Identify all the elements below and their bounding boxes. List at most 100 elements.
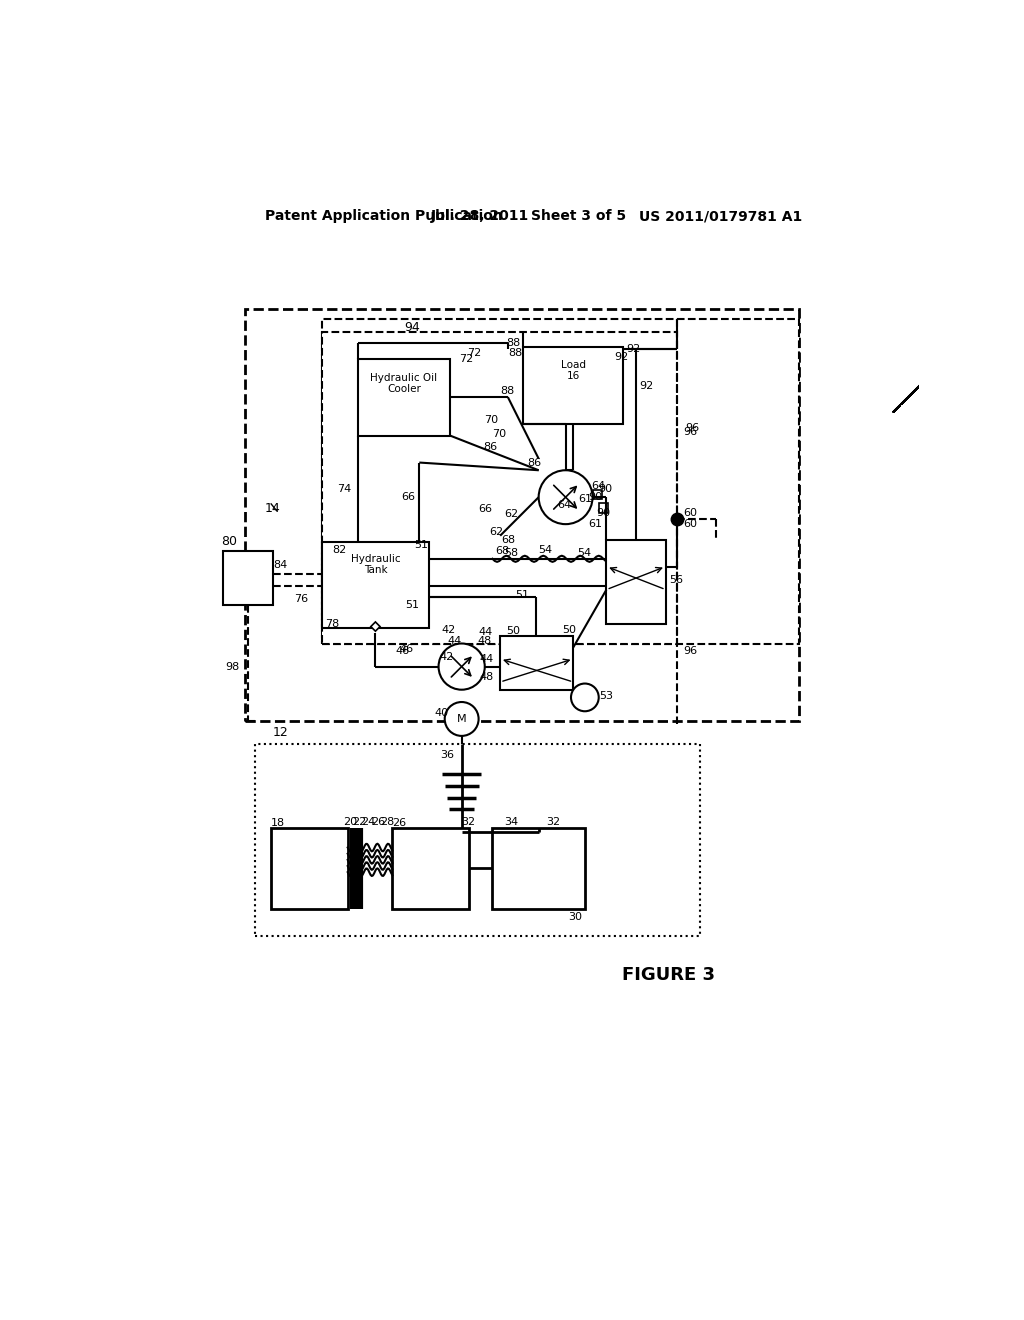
- Circle shape: [571, 684, 599, 711]
- Text: 60: 60: [683, 508, 697, 517]
- Bar: [357, 359, 451, 436]
- Text: 44: 44: [447, 636, 462, 647]
- Text: 72: 72: [467, 348, 481, 358]
- Text: 50: 50: [506, 626, 520, 636]
- Text: 26: 26: [392, 818, 407, 828]
- Text: 82: 82: [333, 545, 346, 554]
- Text: Sheet 3 of 5: Sheet 3 of 5: [531, 209, 626, 223]
- Text: Cooler: Cooler: [387, 384, 421, 395]
- Text: 61: 61: [579, 494, 593, 504]
- Text: 48: 48: [477, 636, 492, 647]
- Text: 12: 12: [273, 726, 289, 739]
- Text: 92: 92: [627, 345, 641, 354]
- Text: FIGURE 3: FIGURE 3: [622, 966, 715, 983]
- Text: 92: 92: [614, 352, 629, 362]
- Text: 62: 62: [505, 510, 519, 519]
- Text: 90: 90: [596, 508, 610, 517]
- Text: 74: 74: [337, 484, 351, 495]
- Text: 18: 18: [270, 818, 285, 828]
- Text: 88: 88: [508, 348, 522, 358]
- Text: 26: 26: [371, 817, 385, 828]
- Text: 51: 51: [415, 540, 429, 550]
- Text: 96: 96: [683, 647, 697, 656]
- Bar: [523, 347, 624, 424]
- Text: 86: 86: [483, 442, 498, 453]
- Text: 84: 84: [272, 560, 287, 570]
- Text: 48: 48: [479, 672, 494, 681]
- Text: 30: 30: [568, 912, 582, 921]
- Circle shape: [539, 470, 593, 524]
- Bar: [322, 331, 677, 644]
- Text: 66: 66: [401, 492, 416, 502]
- Text: 78: 78: [326, 619, 339, 630]
- Text: 98: 98: [225, 661, 240, 672]
- Bar: [270, 829, 348, 909]
- Text: 14: 14: [265, 502, 281, 515]
- Text: Hydraulic Oil: Hydraulic Oil: [371, 372, 437, 383]
- Text: 70: 70: [493, 429, 507, 440]
- Text: Jul. 28, 2011: Jul. 28, 2011: [431, 209, 529, 223]
- Text: Hydraulic: Hydraulic: [350, 554, 400, 564]
- Text: 42: 42: [439, 652, 454, 663]
- Text: Load: Load: [561, 360, 586, 370]
- Bar: [255, 743, 700, 936]
- Text: 42: 42: [441, 624, 456, 635]
- Text: 32: 32: [547, 817, 560, 828]
- Polygon shape: [371, 622, 380, 631]
- Text: 51: 51: [515, 590, 529, 601]
- Text: 53: 53: [599, 690, 612, 701]
- Text: 90: 90: [589, 492, 603, 502]
- Bar: [599, 503, 608, 512]
- Text: 34: 34: [504, 817, 518, 828]
- Text: 76: 76: [295, 594, 308, 603]
- Bar: [223, 552, 273, 605]
- Circle shape: [438, 644, 484, 690]
- Text: 70: 70: [484, 416, 499, 425]
- Text: 90: 90: [599, 484, 612, 495]
- Text: 20: 20: [343, 817, 357, 828]
- Text: 51: 51: [406, 601, 419, 610]
- Text: 80: 80: [221, 536, 238, 548]
- Text: 54: 54: [538, 545, 552, 554]
- Bar: [493, 829, 585, 909]
- Text: 62: 62: [489, 527, 504, 537]
- Text: M: M: [457, 714, 467, 723]
- Bar: [392, 829, 469, 909]
- Text: 88: 88: [506, 338, 520, 348]
- Text: 24: 24: [361, 817, 376, 828]
- Text: 44: 44: [478, 627, 493, 638]
- Bar: [593, 490, 602, 499]
- Text: 50: 50: [562, 624, 575, 635]
- Text: 72: 72: [459, 354, 473, 363]
- Bar: [500, 636, 573, 689]
- Text: 61: 61: [589, 519, 602, 529]
- Bar: [322, 318, 799, 644]
- Text: 56: 56: [670, 576, 684, 585]
- Text: Patent Application Publication: Patent Application Publication: [265, 209, 503, 223]
- Text: US 2011/0179781 A1: US 2011/0179781 A1: [639, 209, 802, 223]
- Text: 44: 44: [479, 653, 494, 664]
- Bar: [606, 540, 666, 624]
- Circle shape: [444, 702, 478, 737]
- Text: 86: 86: [527, 458, 542, 467]
- Bar: [245, 309, 799, 721]
- Text: 66: 66: [478, 504, 492, 513]
- Text: 40: 40: [434, 708, 449, 718]
- Text: 68: 68: [501, 535, 515, 545]
- Text: 58: 58: [505, 548, 519, 557]
- Bar: [322, 543, 429, 628]
- Text: 60: 60: [683, 519, 697, 529]
- Text: Tank: Tank: [364, 565, 387, 576]
- Text: 46: 46: [395, 647, 410, 656]
- Text: 94: 94: [403, 321, 420, 334]
- Text: 64: 64: [591, 480, 605, 491]
- Text: 32: 32: [462, 817, 476, 828]
- Text: 46: 46: [399, 644, 414, 653]
- Text: 22: 22: [352, 817, 367, 828]
- Text: 88: 88: [501, 385, 515, 396]
- Text: 54: 54: [577, 548, 591, 557]
- Text: 64: 64: [557, 500, 571, 510]
- Text: 28: 28: [380, 817, 394, 828]
- Text: 96: 96: [685, 422, 699, 433]
- Text: 16: 16: [566, 371, 580, 381]
